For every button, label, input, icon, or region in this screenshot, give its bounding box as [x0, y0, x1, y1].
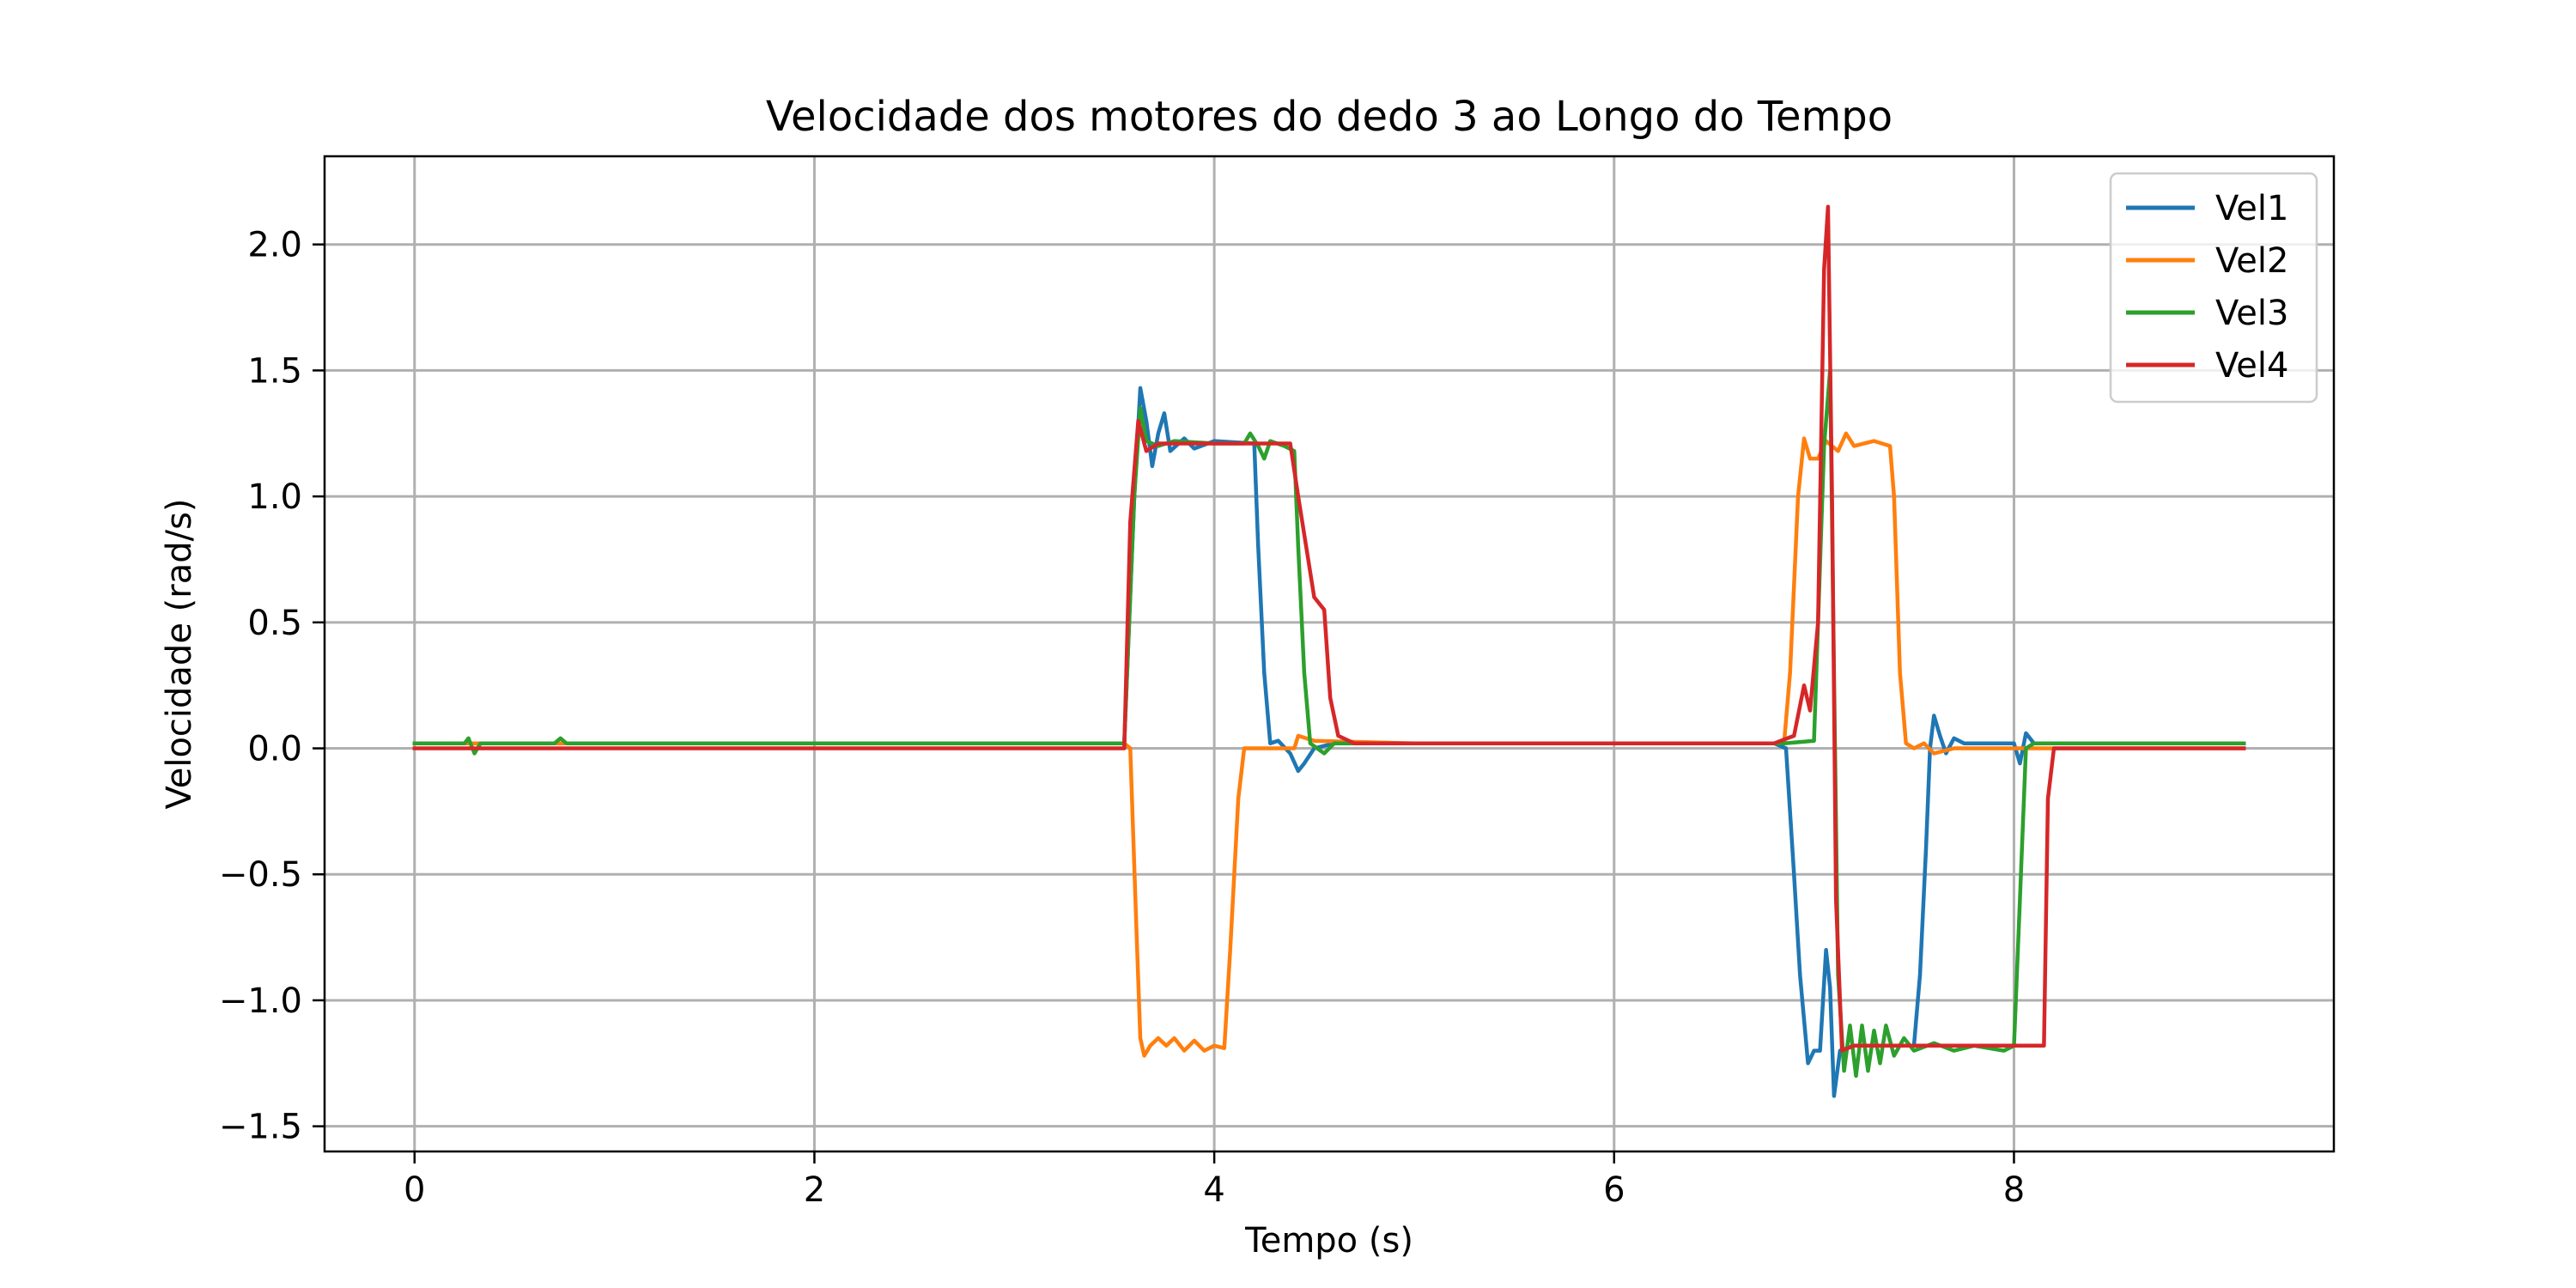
- y-tick-label: −1.0: [219, 981, 302, 1021]
- legend-entry-vel2: Vel2: [2215, 241, 2288, 281]
- y-tick-label: −1.5: [219, 1108, 302, 1147]
- y-tick-label: 0.0: [247, 730, 302, 769]
- plot-frame: [323, 155, 2336, 1153]
- y-tick-label: −0.5: [219, 855, 302, 895]
- y-axis-label: Velocidade (rad/s): [160, 498, 199, 809]
- x-tick-label: 2: [804, 1170, 825, 1210]
- x-axis-label: Tempo (s): [1244, 1221, 1413, 1261]
- series-lines: [412, 204, 2246, 1098]
- y-tick-label: 0.5: [247, 604, 302, 643]
- x-tick-label: 4: [1203, 1170, 1224, 1210]
- legend-entry-vel4: Vel4: [2215, 346, 2288, 386]
- y-tick-label: 1.0: [247, 477, 302, 517]
- x-tick-label: 0: [404, 1170, 425, 1210]
- legend-entry-vel3: Vel3: [2215, 294, 2288, 333]
- y-tick-label: 2.0: [247, 226, 302, 265]
- chart-title: Velocidade dos motores do dedo 3 ao Long…: [766, 93, 1893, 141]
- legend-entry-vel1: Vel1: [2215, 189, 2288, 228]
- legend-box: [2109, 172, 2318, 404]
- x-tick-label: 8: [2003, 1170, 2025, 1210]
- x-tick-label: 6: [1603, 1170, 1625, 1210]
- axis-ticks: 0 2 4 6 8 −1.5 −1.0 −0.5 0.0 0.5 1.0 1.5 2.0: [219, 226, 2025, 1210]
- series-line-vel1: [412, 386, 2246, 1098]
- y-tick-label: 1.5: [247, 351, 302, 391]
- series-line-vel4: [412, 204, 2246, 1053]
- legend: Vel1 Vel2 Vel3 Vel4: [2109, 172, 2318, 404]
